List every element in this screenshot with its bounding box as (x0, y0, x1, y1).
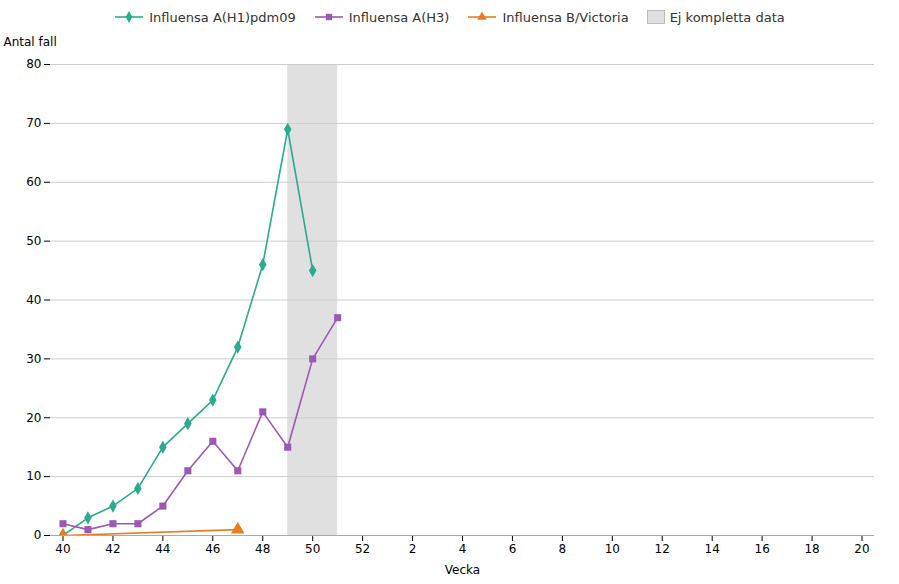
svg-text:70: 70 (26, 116, 41, 130)
svg-text:10: 10 (605, 542, 620, 556)
svg-text:12: 12 (655, 542, 670, 556)
html-text:Influensa B/Victoria: Influensa B/Victoria (502, 9, 629, 25)
svg-text:4: 4 (459, 542, 467, 556)
svg-text:18: 18 (804, 542, 819, 556)
svg-text:2: 2 (409, 542, 417, 556)
svg-text:14: 14 (705, 542, 720, 556)
svg-text:42: 42 (105, 542, 120, 556)
svg-text:44: 44 (155, 542, 170, 556)
svg-text:16: 16 (754, 542, 769, 556)
svg-text:20: 20 (26, 411, 41, 425)
svg-text:8: 8 (559, 542, 567, 556)
svg-text:50: 50 (26, 234, 41, 248)
svg-text:60: 60 (26, 175, 41, 189)
svg-text:6: 6 (509, 542, 517, 556)
svg-text:80: 80 (26, 57, 41, 71)
html-text:Influensa A(H1)pdm09: Influensa A(H1)pdm09 (149, 9, 296, 25)
svg-text:10: 10 (26, 469, 41, 483)
svg-text:Vecka: Vecka (445, 563, 480, 577)
html-text:Ej kompletta data: Ej kompletta data (669, 9, 785, 25)
svg-text:40: 40 (26, 293, 41, 307)
svg-text:0: 0 (34, 528, 42, 542)
svg-text:48: 48 (255, 542, 270, 556)
svg-text:30: 30 (26, 352, 41, 366)
svg-text:40: 40 (55, 542, 70, 556)
svg-text:52: 52 (355, 542, 370, 556)
svg-text:46: 46 (205, 542, 220, 556)
svg-text:20: 20 (854, 542, 869, 556)
svg-text:50: 50 (305, 542, 320, 556)
html-text:Influensa A(H3): Influensa A(H3) (348, 9, 450, 25)
svg-text:Antal fall: Antal fall (4, 35, 57, 49)
